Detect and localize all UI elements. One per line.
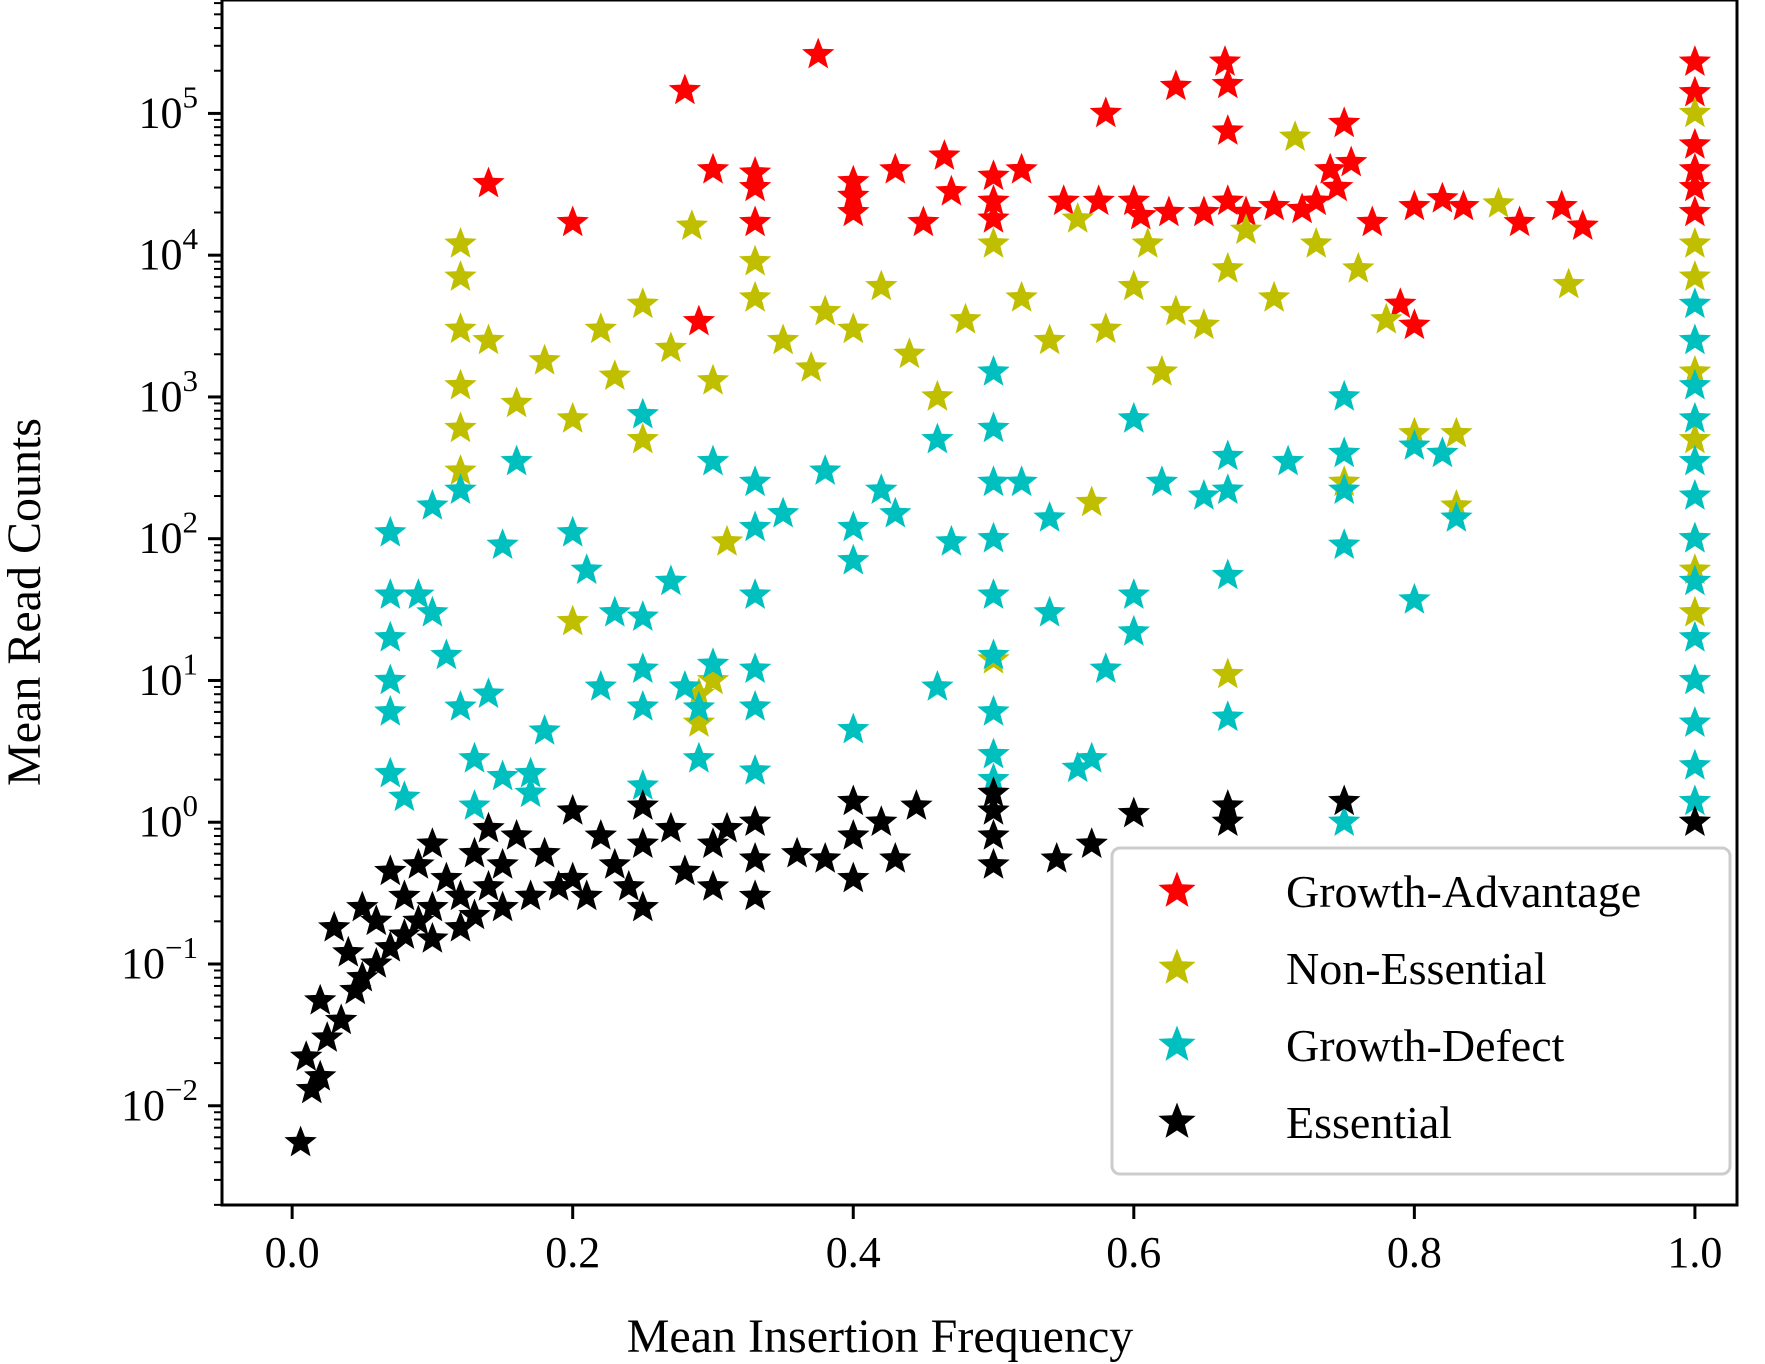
y-tick-label: 10−1 xyxy=(121,930,198,988)
legend-label: Non-Essential xyxy=(1286,943,1547,994)
legend: Growth-Advantage Non-Essential Growth-Defe… xyxy=(1110,846,1732,1176)
x-tick-labels: 0.0 0.2 0.4 0.6 0.8 1.0 xyxy=(265,1228,1723,1277)
y-tick-label: 102 xyxy=(139,505,199,563)
y-tick-labels: 10−2 10−1 100 101 102 103 104 105 xyxy=(121,79,198,1129)
legend-entry: Growth-Defect xyxy=(1158,1020,1565,1071)
x-tick-label: 1.0 xyxy=(1667,1228,1722,1277)
y-axis-label: Mean Read Counts xyxy=(0,418,51,786)
x-axis-label: Mean Insertion Frequency xyxy=(627,1310,1134,1363)
x-tick-label: 0.0 xyxy=(265,1228,320,1277)
y-tick-label: 10−2 xyxy=(121,1072,198,1130)
legend-entry: Growth-Advantage xyxy=(1158,866,1641,917)
x-tick-label: 0.2 xyxy=(545,1228,600,1277)
y-tick-label: 104 xyxy=(139,221,199,279)
legend-label: Growth-Advantage xyxy=(1286,866,1641,917)
legend-entry: Essential xyxy=(1158,1097,1452,1148)
y-tick-label: 101 xyxy=(139,646,199,704)
plot-frame xyxy=(220,0,1739,1207)
x-tick-label: 0.6 xyxy=(1106,1228,1161,1277)
y-tick-label: 103 xyxy=(139,363,199,421)
legend-label: Growth-Defect xyxy=(1286,1020,1565,1071)
y-tick-label: 100 xyxy=(139,788,199,846)
legend-label: Essential xyxy=(1286,1097,1452,1148)
legend-box xyxy=(1110,846,1732,1176)
x-tick-label: 0.8 xyxy=(1387,1228,1442,1277)
legend-entry: Non-Essential xyxy=(1158,943,1547,994)
x-tick-label: 0.4 xyxy=(826,1228,881,1277)
y-tick-label: 105 xyxy=(139,79,199,137)
